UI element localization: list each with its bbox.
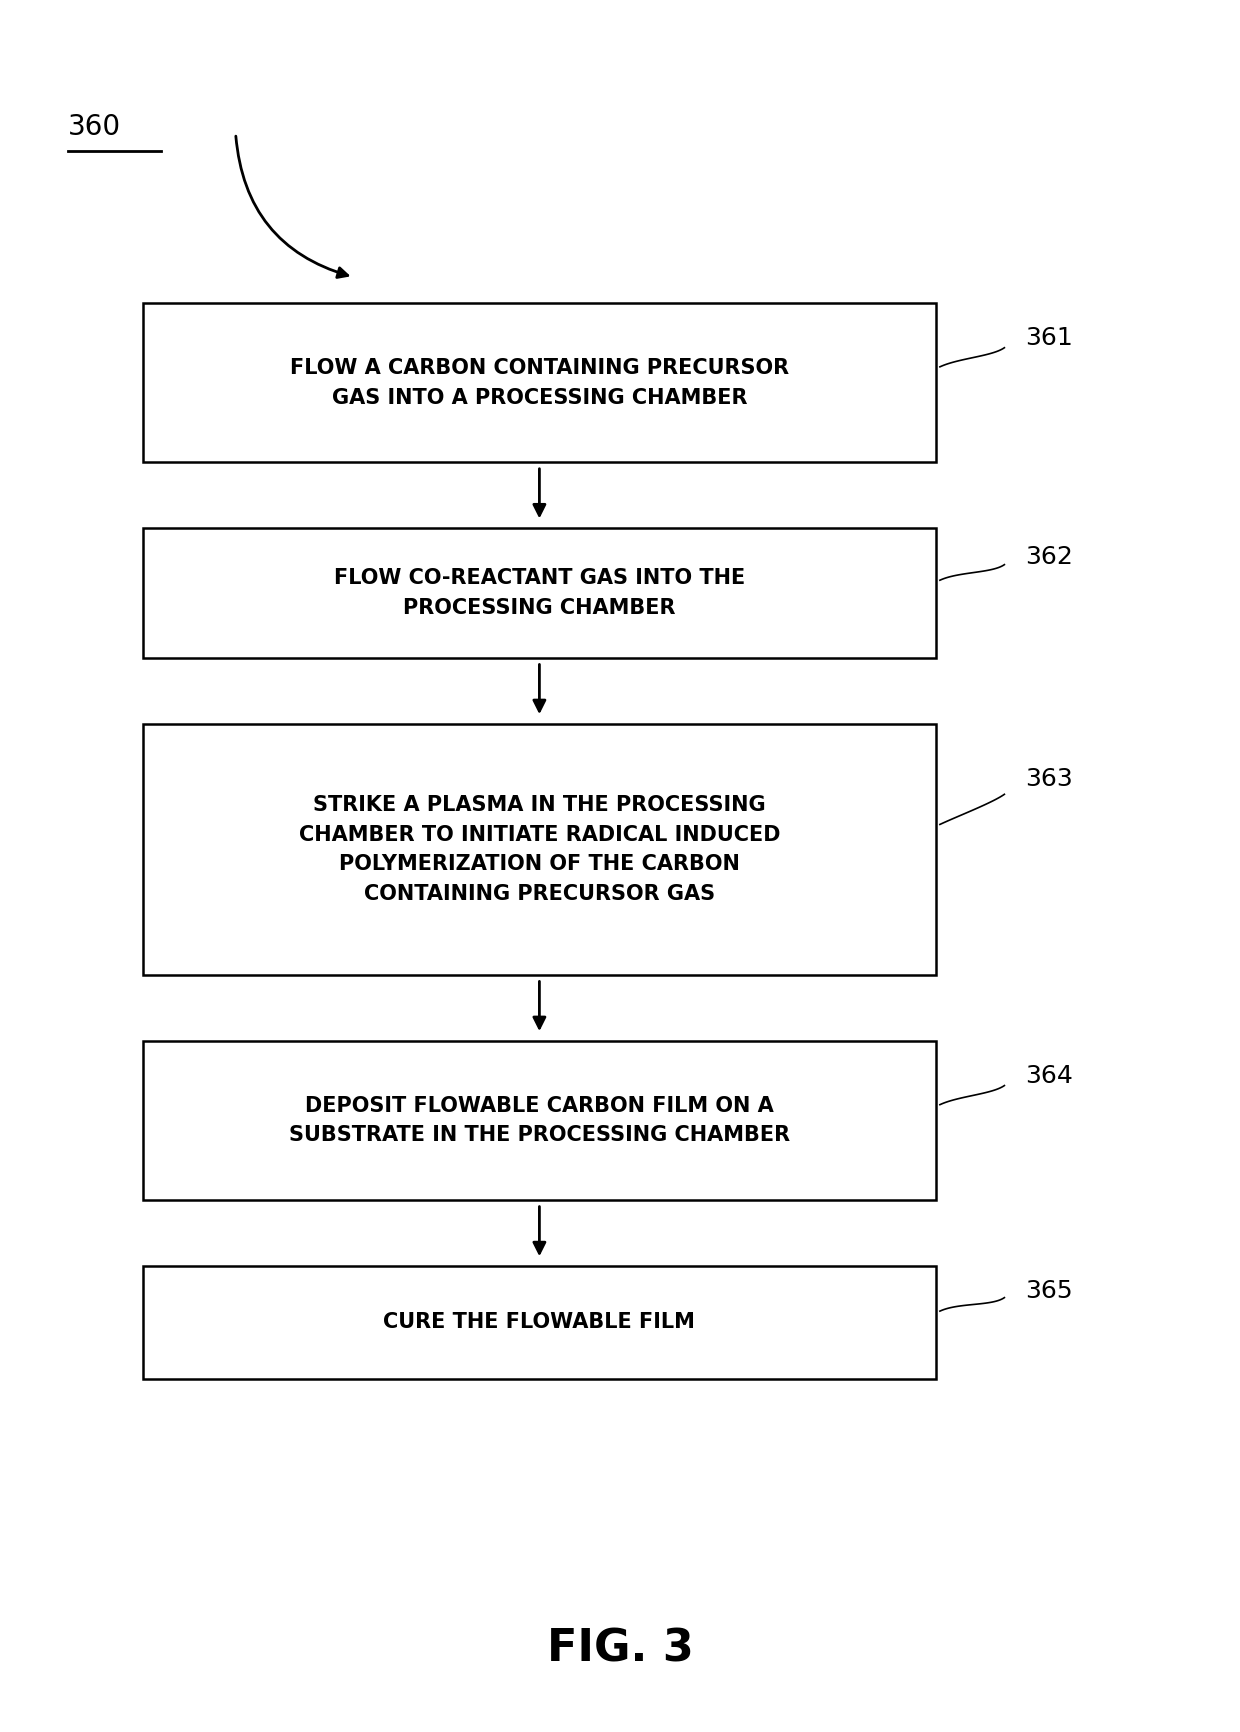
- Text: 361: 361: [1025, 326, 1074, 350]
- Bar: [143, 528, 936, 658]
- Text: STRIKE A PLASMA IN THE PROCESSING
CHAMBER TO INITIATE RADICAL INDUCED
POLYMERIZA: STRIKE A PLASMA IN THE PROCESSING CHAMBE…: [299, 795, 780, 904]
- Text: 363: 363: [1025, 767, 1074, 792]
- Text: CURE THE FLOWABLE FILM: CURE THE FLOWABLE FILM: [383, 1313, 696, 1332]
- Bar: [143, 1266, 936, 1379]
- Text: FIG. 3: FIG. 3: [547, 1628, 693, 1670]
- Text: 364: 364: [1025, 1063, 1074, 1088]
- Bar: [143, 1041, 936, 1200]
- Text: DEPOSIT FLOWABLE CARBON FILM ON A
SUBSTRATE IN THE PROCESSING CHAMBER: DEPOSIT FLOWABLE CARBON FILM ON A SUBSTR…: [289, 1096, 790, 1145]
- Text: 365: 365: [1025, 1278, 1073, 1302]
- Text: 362: 362: [1025, 546, 1074, 568]
- Text: 360: 360: [68, 113, 122, 140]
- Bar: [143, 724, 936, 975]
- Text: FLOW A CARBON CONTAINING PRECURSOR
GAS INTO A PROCESSING CHAMBER: FLOW A CARBON CONTAINING PRECURSOR GAS I…: [290, 359, 789, 407]
- Bar: [143, 303, 936, 462]
- Text: FLOW CO-REACTANT GAS INTO THE
PROCESSING CHAMBER: FLOW CO-REACTANT GAS INTO THE PROCESSING…: [334, 568, 745, 618]
